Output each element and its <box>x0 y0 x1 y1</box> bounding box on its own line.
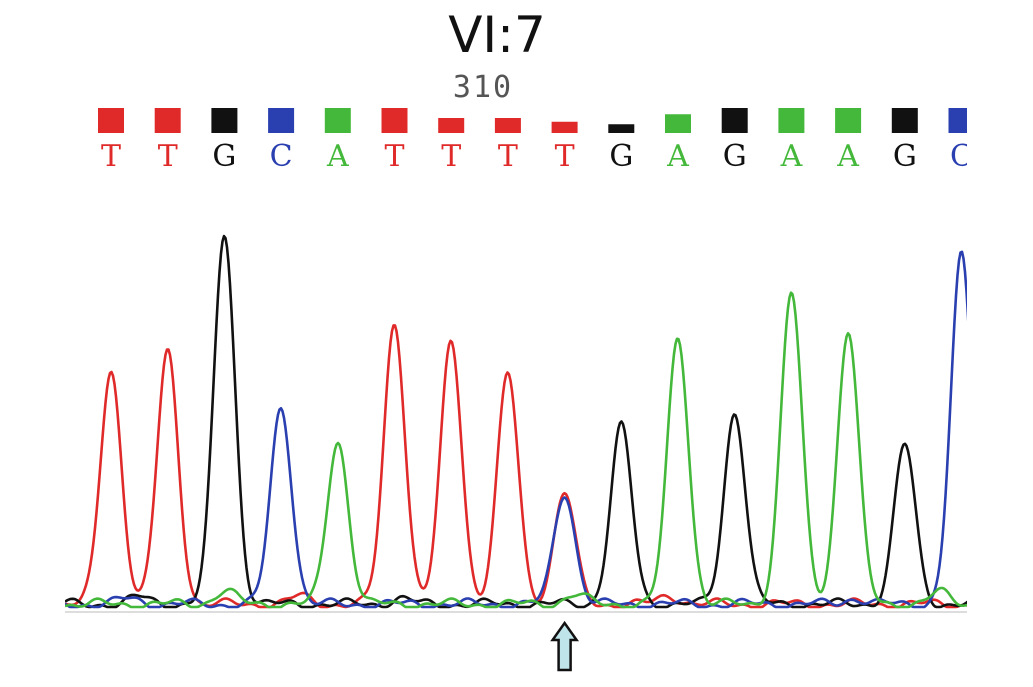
quality-bar-8 <box>494 118 521 133</box>
base-call-4: C <box>270 139 293 174</box>
quality-bar-12 <box>721 108 748 133</box>
quality-bar-11 <box>665 114 691 133</box>
quality-bar-13 <box>778 108 805 133</box>
quality-bar-1 <box>98 108 124 133</box>
base-call-12: G <box>723 139 747 174</box>
base-call-8: T <box>498 139 518 174</box>
base-call-3: G <box>212 139 236 174</box>
base-call-10: G <box>609 139 633 174</box>
quality-bar-10 <box>608 124 635 133</box>
quality-bars <box>98 108 967 133</box>
quality-bar-3 <box>211 108 238 133</box>
base-call-9: T <box>555 139 575 174</box>
quality-bar-5 <box>324 108 351 133</box>
quality-bar-9 <box>551 121 578 133</box>
quality-bar-16 <box>948 108 967 133</box>
base-call-11: A <box>666 139 689 174</box>
base-call-5: A <box>326 139 349 174</box>
quality-bar-4 <box>268 108 295 133</box>
position-number: 310 <box>453 70 513 105</box>
base-call-15: G <box>893 139 917 174</box>
base-call-7: T <box>441 139 461 174</box>
quality-bar-6 <box>381 108 408 133</box>
adenine-trace <box>65 291 967 609</box>
guanine-trace <box>65 234 967 609</box>
base-call-1: T <box>101 139 121 174</box>
base-call-16: C <box>950 139 973 174</box>
up-arrow-icon <box>550 620 580 672</box>
chart-title: VI:7 <box>448 6 546 64</box>
base-call-14: A <box>836 139 859 174</box>
base-call-2: T <box>158 139 178 174</box>
quality-bar-2 <box>154 108 181 133</box>
quality-bar-14 <box>835 108 862 133</box>
quality-bar-15 <box>891 108 918 133</box>
base-call-13: A <box>780 139 803 174</box>
trace-lines <box>65 234 967 609</box>
base-call-6: T <box>384 139 404 174</box>
quality-bar-7 <box>438 118 465 133</box>
